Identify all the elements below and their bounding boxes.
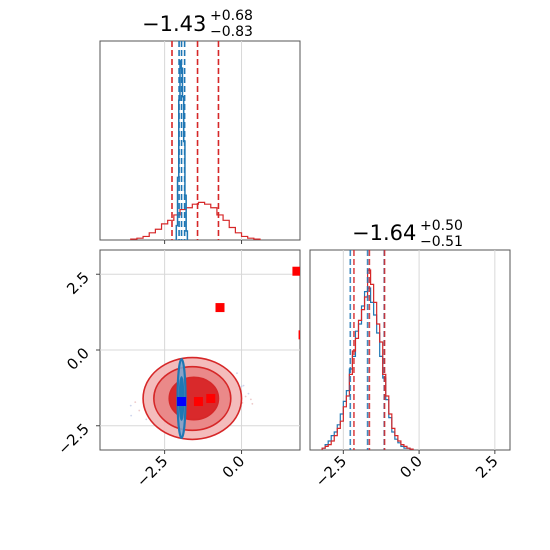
p2-scatter-point xyxy=(130,414,133,417)
p2-red-marker-2 xyxy=(298,330,300,340)
density-panel-2d-y-ticks: 2.5 0.0 −2.5 xyxy=(54,268,100,458)
density-panel-2d: −2.5 0.0 2.5 0.0 −2.5 xyxy=(54,249,301,491)
title-param-2-value: −1.64 xyxy=(352,221,416,245)
p3-hist-red xyxy=(321,269,414,450)
p2-xtick-label-1: 0.0 xyxy=(219,452,249,482)
p2-scatter-point xyxy=(244,395,247,398)
hist-panel-param-1-title: −1.43 +0.68 −0.83 xyxy=(142,8,253,40)
p2-red-marker-4 xyxy=(193,397,203,407)
title-param-1-value: −1.43 xyxy=(142,12,206,36)
p3-xtick-label-1: 0.0 xyxy=(396,452,426,482)
title-param-1-lower: −0.83 xyxy=(210,24,253,40)
p2-blue-marker-0 xyxy=(177,397,187,407)
p2-red-marker-1 xyxy=(292,266,300,276)
hist-panel-param-1: −1.43 +0.68 −0.83 xyxy=(99,8,301,244)
p2-scatter-point xyxy=(145,418,148,421)
p2-ytick-label-2: −2.5 xyxy=(54,420,92,458)
p2-scatter-point xyxy=(129,404,132,407)
p3-xtick-label-2: 2.5 xyxy=(472,452,502,482)
hist-panel-param-2-x-ticks: −2.5 0.0 2.5 xyxy=(312,450,502,491)
p2-ytick-label-1: 0.0 xyxy=(63,344,93,374)
p2-scatter-point xyxy=(138,409,141,412)
title-param-2-lower: −0.51 xyxy=(420,234,463,250)
p1-hist-red xyxy=(130,201,261,240)
hist-panel-param-2: −2.5 0.0 2.5 −1.64 +0.50 −0.51 xyxy=(309,218,511,491)
p2-scatter-point xyxy=(242,384,245,387)
hist-panel-param-2-title: −1.64 +0.50 −0.51 xyxy=(352,218,463,250)
hist-panel-param-1-grid xyxy=(164,41,243,244)
p2-ytick-label-0: 2.5 xyxy=(63,268,93,298)
p3-xtick-label-0: −2.5 xyxy=(312,452,350,490)
p2-scatter-point xyxy=(251,402,254,405)
density-panel-2d-contours xyxy=(142,356,243,441)
density-panel-2d-markers xyxy=(177,266,300,407)
p2-red-marker-0 xyxy=(215,303,225,313)
p2-scatter-point xyxy=(236,372,238,375)
density-panel-2d-x-ticks: −2.5 0.0 xyxy=(133,450,248,491)
p2-scatter-point xyxy=(247,392,250,395)
p2-scatter-point xyxy=(240,385,243,388)
hist-panel-param-2-quantile-lines xyxy=(349,250,386,450)
title-param-2-upper: +0.50 xyxy=(420,218,463,234)
title-param-1-upper: +0.68 xyxy=(210,8,253,24)
p2-red-marker-3 xyxy=(206,393,216,403)
p2-scatter-point xyxy=(134,401,137,404)
hist-panel-param-1-quantile-lines xyxy=(171,41,220,240)
p2-xtick-label-0: −2.5 xyxy=(133,452,171,490)
hist-panel-param-1-frame xyxy=(99,40,301,241)
p2-scatter-point xyxy=(249,398,252,401)
